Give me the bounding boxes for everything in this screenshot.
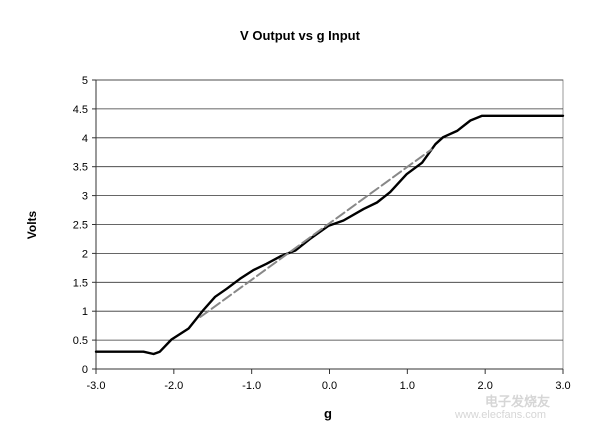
y-tick-label: 3.5 [73,162,88,174]
y-tick-label: 0 [82,364,88,376]
y-axis-label: Volts [25,210,39,239]
watermark-cn: 电子发烧友 [485,394,551,409]
y-tick-label: 5 [82,75,88,87]
y-tick-label: 4.5 [73,104,88,116]
x-tick-label: 0.0 [322,380,337,392]
x-tick-label: 1.0 [400,380,415,392]
series-dashed-line [199,148,433,318]
x-tick-label: -2.0 [164,380,183,392]
y-tick-label: 3 [82,191,88,203]
y-tick-label: 1 [82,306,88,318]
y-tick-label: 2.5 [73,220,88,232]
x-axis-label: g [324,406,332,421]
x-tick-label: -1.0 [242,380,261,392]
x-tick-label: -3.0 [87,380,106,392]
x-tick-label: 2.0 [478,380,493,392]
watermark: 电子发烧友 www.elecfans.com [455,394,550,422]
y-tick-label: 0.5 [73,335,88,347]
watermark-url: www.elecfans.com [455,409,547,421]
y-tick-label: 4 [82,133,88,145]
series-solid-line [94,114,565,356]
y-tick-label: 1.5 [73,277,88,289]
x-tick-label: 3.0 [555,380,570,392]
y-tick-label: 2 [82,248,88,260]
chart-title: V Output vs g Input [240,28,361,43]
